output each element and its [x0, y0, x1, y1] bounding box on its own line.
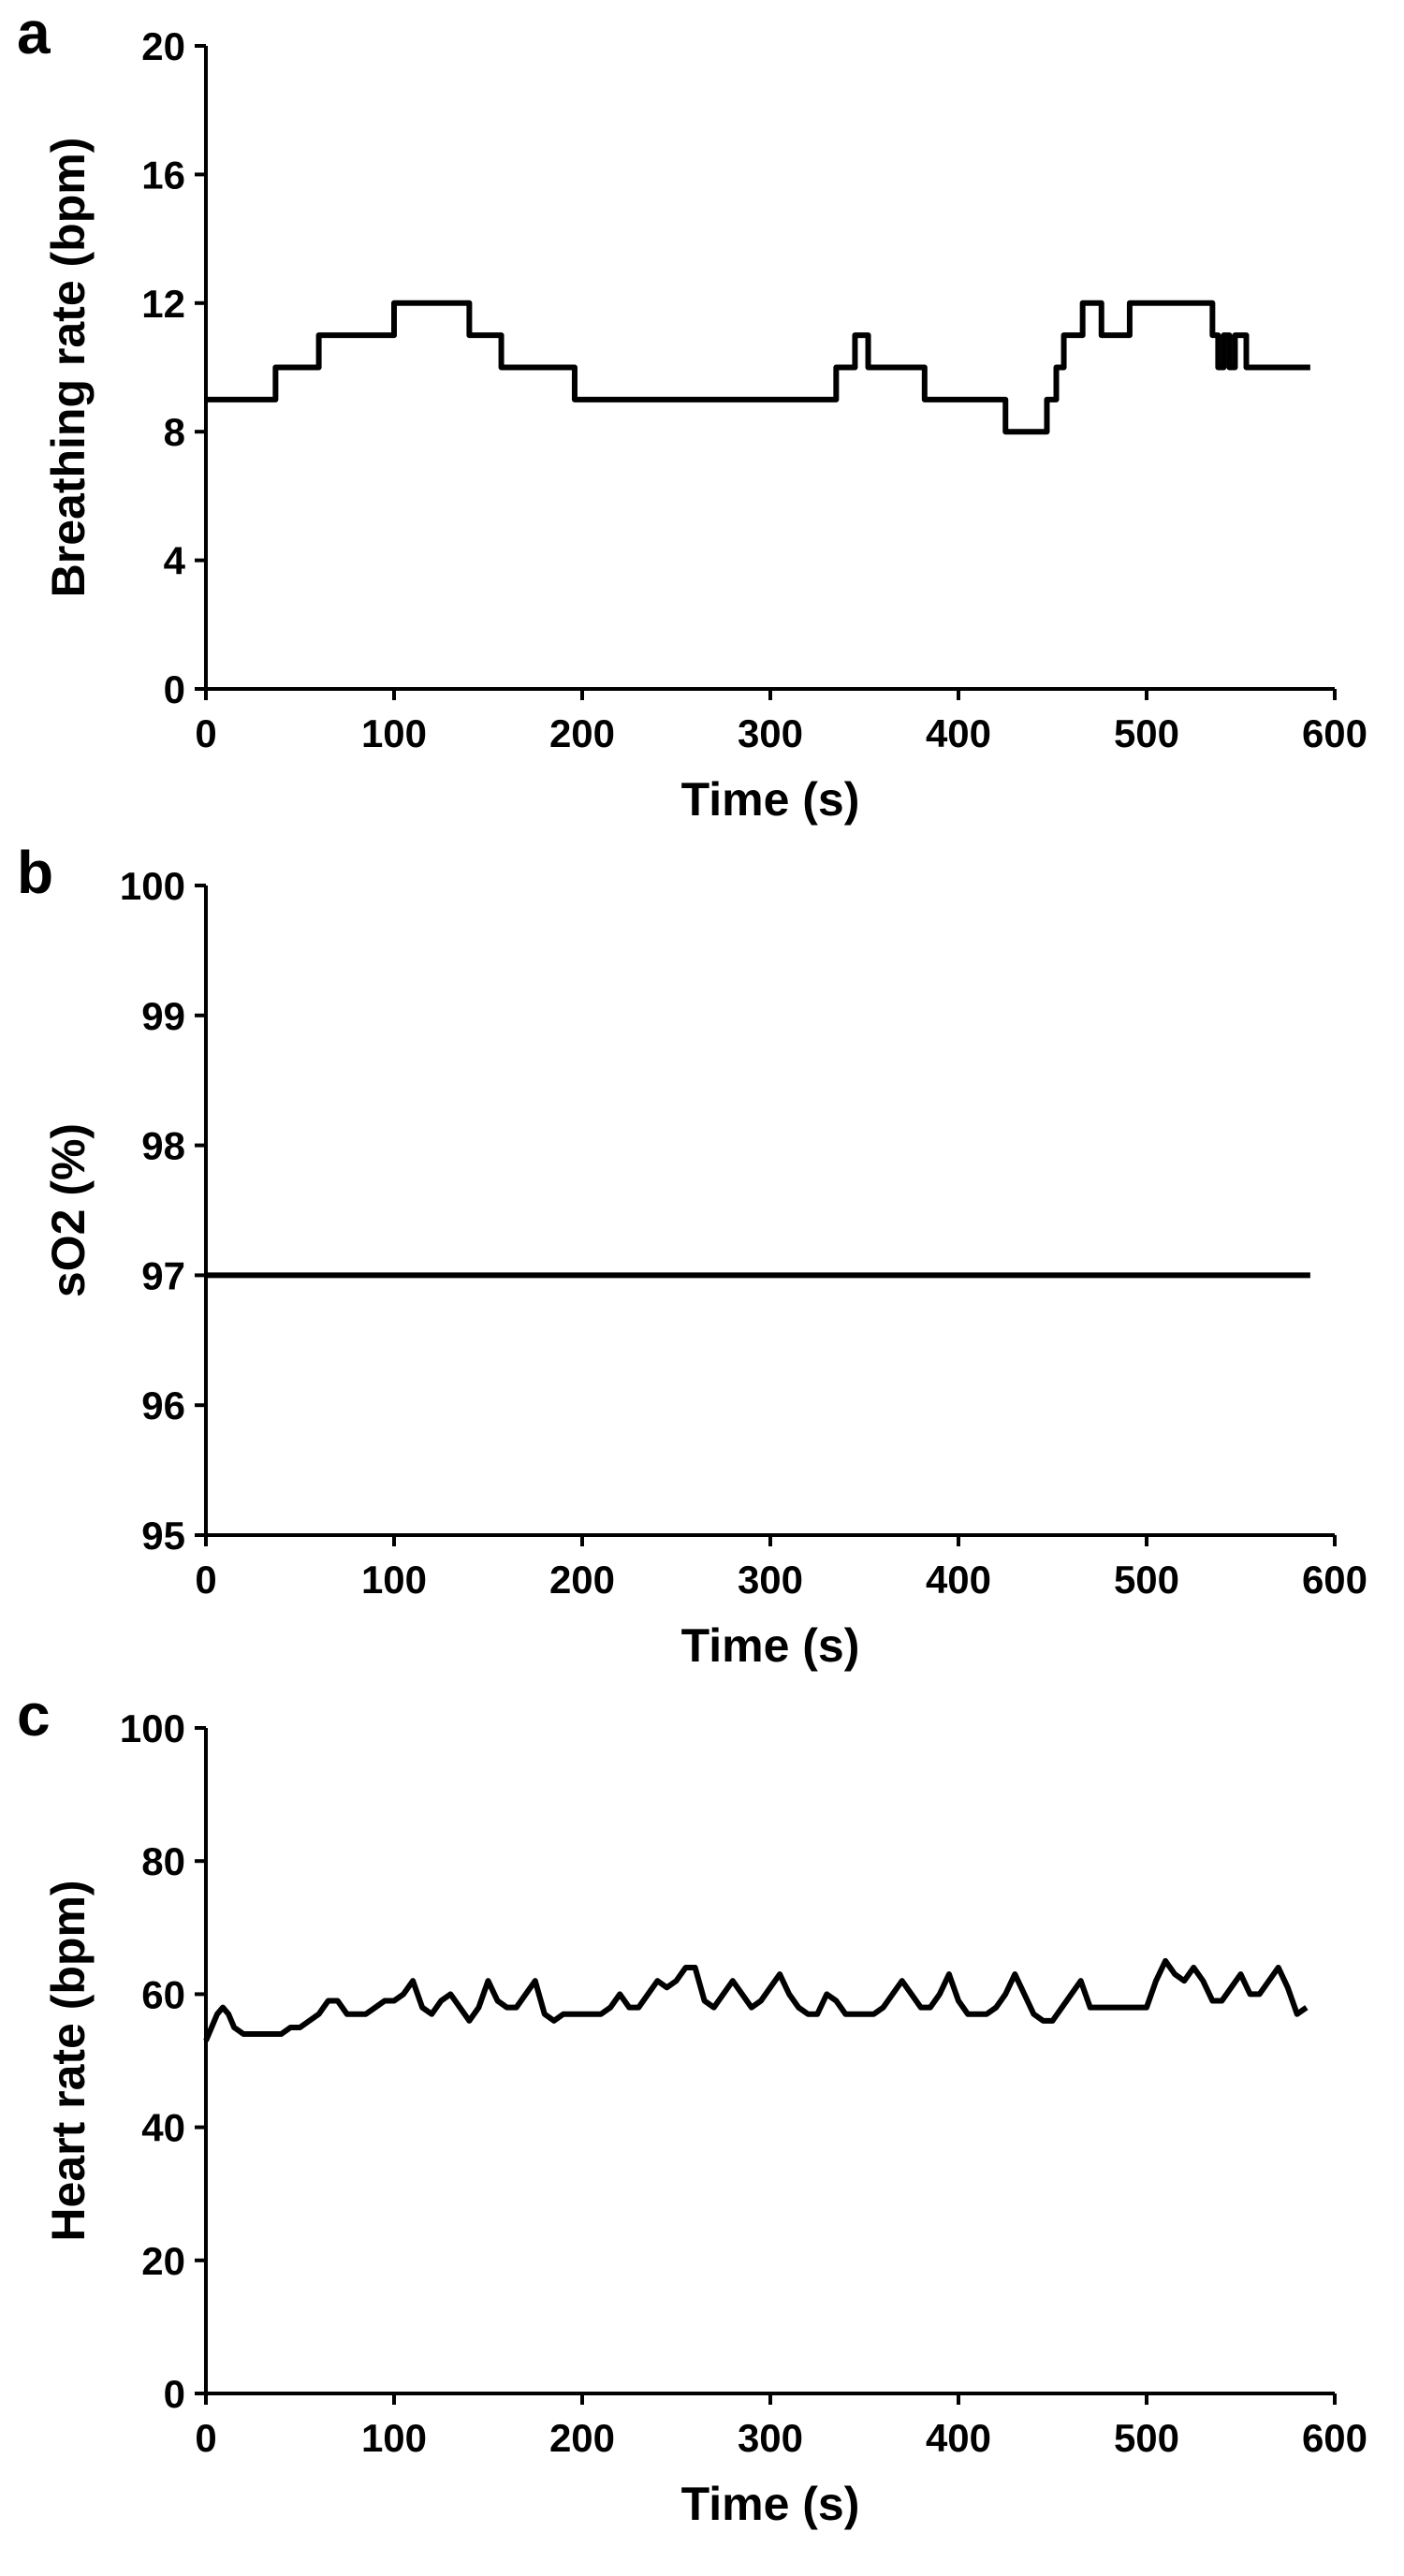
- panel-label: a: [17, 0, 51, 66]
- x-tick-label: 400: [926, 711, 991, 755]
- y-tick-label: 4: [164, 539, 186, 583]
- y-tick-label: 20: [141, 24, 185, 68]
- y-tick-label: 0: [164, 2372, 185, 2416]
- x-tick-label: 200: [549, 711, 615, 755]
- x-tick-label: 200: [549, 1558, 615, 1602]
- y-tick-label: 98: [141, 1124, 185, 1168]
- y-axis-title: Breathing rate (bpm): [42, 138, 95, 598]
- panel-label: b: [17, 839, 53, 906]
- y-tick-label: 100: [120, 1706, 185, 1750]
- x-tick-label: 300: [738, 2416, 803, 2460]
- x-tick-label: 0: [195, 2416, 216, 2460]
- y-tick-label: 97: [141, 1253, 185, 1297]
- y-tick-label: 95: [141, 1514, 185, 1558]
- x-tick-label: 0: [195, 711, 216, 755]
- y-tick-label: 60: [141, 1972, 185, 2016]
- y-tick-label: 8: [164, 410, 185, 454]
- x-tick-label: 500: [1114, 1558, 1179, 1602]
- x-axis-title: Time (s): [681, 773, 860, 826]
- x-tick-label: 300: [738, 1558, 803, 1602]
- y-tick-label: 20: [141, 2239, 185, 2283]
- x-tick-label: 500: [1114, 2416, 1179, 2460]
- x-tick-label: 400: [926, 2416, 991, 2460]
- x-tick-label: 500: [1114, 711, 1179, 755]
- y-tick-label: 96: [141, 1383, 185, 1427]
- x-tick-label: 0: [195, 1558, 216, 1602]
- x-tick-label: 200: [549, 2416, 615, 2460]
- y-tick-label: 16: [141, 153, 185, 197]
- y-axis-title: Heart rate (bpm): [42, 1880, 95, 2241]
- y-tick-label: 12: [141, 282, 185, 326]
- y-axis-title: sO2 (%): [42, 1123, 95, 1297]
- x-tick-label: 100: [361, 1558, 427, 1602]
- x-tick-label: 600: [1302, 711, 1367, 755]
- y-tick-label: 80: [141, 1839, 185, 1883]
- x-tick-label: 100: [361, 711, 427, 755]
- panel-label: c: [17, 1681, 51, 1749]
- y-tick-label: 40: [141, 2106, 185, 2150]
- data-line: [206, 300, 1310, 435]
- x-axis-title: Time (s): [681, 2478, 860, 2530]
- y-tick-label: 99: [141, 994, 185, 1038]
- data-line: [203, 1957, 1309, 2042]
- x-tick-label: 600: [1302, 1558, 1367, 1602]
- x-tick-label: 300: [738, 711, 803, 755]
- y-tick-label: 0: [164, 667, 185, 711]
- x-tick-label: 600: [1302, 2416, 1367, 2460]
- x-tick-label: 400: [926, 1558, 991, 1602]
- x-axis-title: Time (s): [681, 1619, 860, 1672]
- x-tick-label: 100: [361, 2416, 427, 2460]
- y-tick-label: 100: [120, 864, 185, 908]
